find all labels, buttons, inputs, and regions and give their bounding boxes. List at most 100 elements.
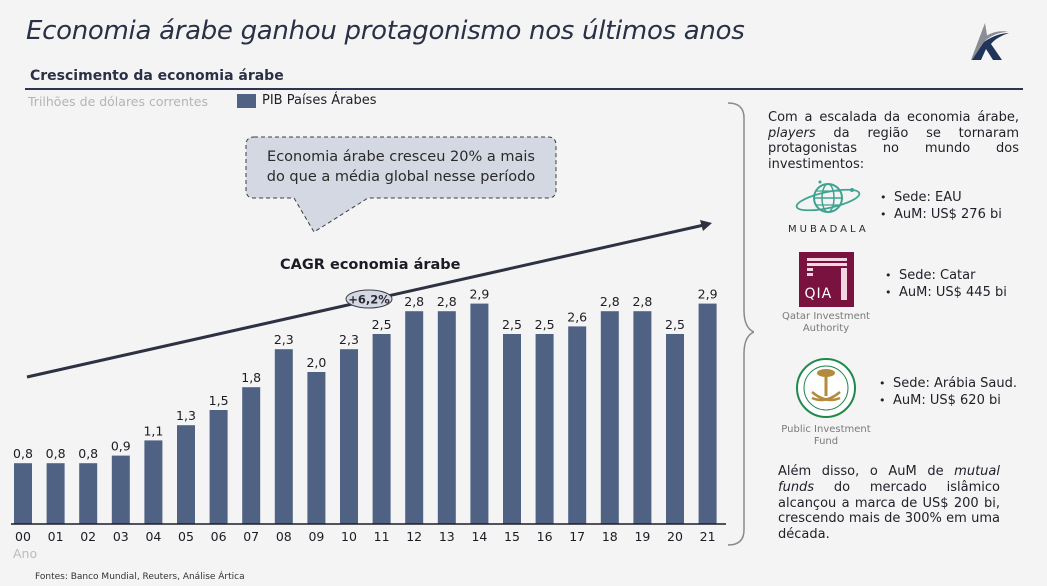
x-tick-label: 14 [471, 529, 487, 544]
page-title: Economia árabe ganhou protagonismo nos ú… [26, 16, 745, 46]
bar-value-label: 2,3 [274, 332, 294, 347]
bar-02 [79, 463, 98, 524]
callout-text: Economia árabe cresceu 20% a mais do que… [246, 147, 556, 187]
intro-line-a: Com a escalada da economia árabe, [768, 110, 1019, 125]
qia-logo-text: QIA [804, 286, 833, 302]
x-tick-label: 17 [569, 529, 585, 544]
bar-value-label: 2,6 [567, 309, 587, 324]
x-tick-label: 02 [80, 529, 96, 544]
bar-value-label: 0,8 [13, 446, 33, 461]
fund-mubadala-bullets: Sede: EAU AuM: US$ 276 bi [880, 189, 1002, 223]
x-axis-title: Ano [13, 546, 38, 561]
outro-text: Além disso, o AuM de mutual funds do mer… [778, 464, 1000, 543]
bar-value-label: 2,8 [632, 294, 652, 309]
chart-legend: PIB Países Árabes [237, 93, 376, 108]
artica-logo-icon [971, 23, 1009, 60]
fund-name-line-2: Fund [813, 436, 839, 447]
bullet-hq: Sede: Catar [885, 267, 1007, 284]
bullet-hq: Sede: Arábia Saud. [879, 375, 1017, 392]
bar-05 [177, 425, 195, 524]
bar-value-label: 2,9 [469, 287, 489, 302]
outro-after: do mercado islâmico alcançou a marca de … [778, 479, 1000, 543]
bar-15 [503, 334, 521, 524]
x-tick-label: 20 [667, 529, 683, 544]
fund-name-line-1: Qatar Investment [782, 311, 870, 322]
bar-09 [307, 372, 326, 524]
bar-value-label: 2,5 [372, 317, 392, 332]
cagr-value: +6,2% [348, 293, 390, 307]
x-tick-label: 08 [276, 529, 292, 544]
x-tick-label: 19 [634, 529, 650, 544]
callout-line-1: Economia árabe cresceu 20% a mais [267, 149, 535, 165]
qia-logo-icon: QIA [798, 252, 854, 307]
fund-mubadala: MUBADALA [788, 178, 868, 235]
bar-value-label: 2,5 [502, 317, 522, 332]
fund-pif-bullets: Sede: Arábia Saud. AuM: US$ 620 bi [879, 375, 1017, 409]
cagr-label: CAGR economia árabe [280, 257, 461, 273]
bar-20 [666, 334, 684, 524]
x-tick-label: 07 [243, 529, 259, 544]
bar-value-label: 2,8 [600, 294, 620, 309]
x-tick-label: 21 [700, 529, 716, 544]
fund-pif: Public Investment Fund [776, 358, 876, 448]
legend-label: PIB Países Árabes [262, 93, 377, 108]
bar-value-label: 2,5 [665, 317, 685, 332]
bar-00 [14, 463, 32, 524]
bar-value-label: 1,5 [209, 393, 229, 408]
fund-qia-bullets: Sede: Catar AuM: US$ 445 bi [885, 267, 1007, 301]
x-tick-label: 03 [113, 529, 129, 544]
pif-emblem-icon [796, 358, 856, 418]
x-tick-label: 12 [406, 529, 422, 544]
x-tick-label: 01 [48, 529, 64, 544]
x-tick-label: 13 [439, 529, 455, 544]
curly-brace-icon [727, 102, 754, 546]
outro-italic: mutual funds [778, 464, 1000, 495]
callout-bubble: Economia árabe cresceu 20% a mais do que… [245, 136, 557, 233]
cagr-badge: +6,2% [345, 289, 393, 309]
bar-value-label: 2,3 [339, 332, 359, 347]
bar-value-label: 1,3 [176, 408, 196, 423]
chart-units-label: Trilhões de dólares correntes [28, 94, 209, 109]
bar-03 [111, 455, 130, 524]
bar-value-label: 1,8 [241, 370, 261, 385]
bar-value-label: 2,5 [535, 317, 555, 332]
callout-shape [245, 136, 557, 233]
intro-italic: players [768, 125, 816, 141]
x-tick-label: 06 [211, 529, 227, 544]
sources-note: Fontes: Banco Mundial, Reuters, Análise … [35, 572, 245, 582]
x-tick-label: 10 [341, 529, 357, 544]
bullet-hq: Sede: EAU [880, 189, 1002, 206]
bar-value-label: 0,8 [78, 446, 98, 461]
x-tick-label: 09 [308, 529, 324, 544]
bar-12 [405, 311, 424, 524]
x-tick-label: 11 [374, 529, 390, 544]
bar-16 [535, 334, 554, 524]
bar-07 [242, 387, 261, 524]
bar-01 [46, 463, 65, 524]
intro-line-b: da região se tornaram protagonistas no m… [768, 125, 1019, 172]
callout-line-2: do que a média global nesse período [266, 169, 536, 185]
x-tick-label: 16 [537, 529, 553, 544]
bar-value-label: 1,1 [143, 423, 163, 438]
outro-before: Além disso, o AuM de [778, 464, 955, 479]
bar-17 [568, 326, 587, 524]
bullet-aum: AuM: US$ 620 bi [879, 392, 1017, 409]
bar-13 [437, 311, 456, 524]
intro-text: Com a escalada da economia árabe, player… [768, 110, 1019, 172]
bar-value-label: 2,8 [404, 294, 424, 309]
bar-04 [144, 440, 163, 524]
x-tick-label: 05 [178, 529, 194, 544]
x-tick-label: 00 [15, 529, 31, 544]
bar-19 [633, 311, 652, 524]
fund-name: Public Investment Fund [776, 424, 876, 448]
bullet-aum: AuM: US$ 276 bi [880, 206, 1002, 223]
bar-08 [274, 349, 293, 524]
fund-name: Qatar Investment Authority [778, 311, 874, 335]
header-divider [25, 88, 1023, 90]
fund-name: MUBADALA [788, 224, 869, 235]
bar-value-label: 0,9 [111, 439, 131, 454]
fund-name-line-1: Public Investment [781, 424, 871, 435]
bar-11 [372, 334, 391, 524]
bar-value-label: 2,9 [698, 287, 718, 302]
bullet-aum: AuM: US$ 445 bi [885, 284, 1007, 301]
